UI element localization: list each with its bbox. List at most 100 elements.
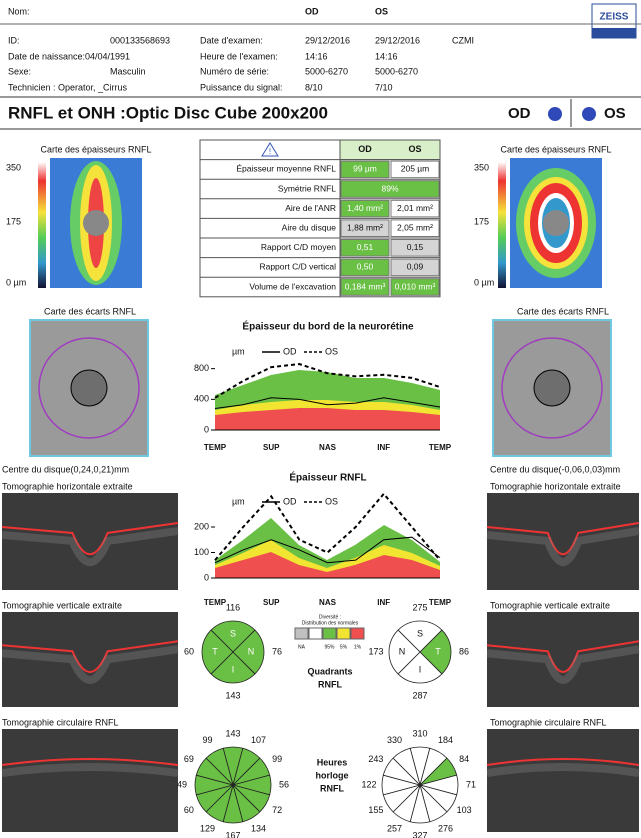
map-title: Carte des épaisseurs RNFL (500, 144, 611, 154)
scale-bar (498, 162, 506, 288)
oct-scan (487, 729, 639, 832)
sector-letter: S (417, 628, 423, 638)
scan-title: Tomographie verticale extraite (2, 600, 122, 610)
legend-box (295, 628, 308, 639)
legend-label: NA (298, 644, 306, 650)
sector-value: 276 (438, 824, 453, 834)
serial-label: Numéro de série: (200, 66, 269, 76)
disc-center: Centre du disque(0,24,0,21)mm (2, 464, 129, 474)
clock-title: RNFL (320, 783, 344, 793)
legend-label: 95% (324, 644, 335, 650)
unit-label: µm (232, 496, 245, 506)
os-dot (582, 107, 596, 121)
value: 0,184 mm³ (345, 281, 386, 291)
x-tick-label: NAS (319, 598, 337, 607)
sector-value: 71 (466, 779, 476, 789)
value: 0,51 (357, 242, 374, 252)
x-tick-label: TEMP (204, 598, 227, 607)
id-label: ID: (8, 35, 20, 45)
sector-value: 60 (184, 805, 194, 815)
sector-letter: I (232, 664, 235, 674)
signal-label: Puissance du signal: (200, 82, 283, 92)
sector-value: 60 (184, 646, 194, 656)
sector-value: 107 (251, 735, 266, 745)
scan-title: Tomographie verticale extraite (490, 600, 610, 610)
y-tick-label: 800 (194, 363, 209, 373)
row-label: Rapport C/D moyen (261, 242, 336, 252)
sector-value: 184 (438, 735, 453, 745)
scale-label: 175 (6, 216, 21, 226)
quadrants-title: RNFL (318, 679, 342, 689)
oct-scan (2, 493, 178, 590)
legend-label: 1% (354, 644, 362, 650)
legend-label: OD (283, 346, 297, 356)
value: 0,010 mm³ (395, 281, 436, 291)
value: 0,15 (407, 242, 424, 252)
legend-box (323, 628, 336, 639)
exam-time-od: 14:16 (305, 51, 328, 61)
scan-title: Tomographie circulaire RNFL (490, 717, 607, 727)
sector-letter: T (212, 646, 218, 656)
id: 000133568693 (110, 35, 170, 45)
page: Nom: OD OS ZEISS ID: 000133568693 Date d… (0, 0, 641, 838)
row-label: Volume de l'excavation (249, 281, 336, 291)
value: 205 µm (401, 164, 430, 174)
column-header: OD (358, 144, 372, 154)
technician: Technicien : Operator, _Cirrus (8, 82, 128, 92)
sector-letter: T (435, 646, 441, 656)
sector-value: 167 (225, 830, 240, 838)
birth: 04/04/1991 (85, 51, 130, 61)
warning-mark: ! (269, 147, 271, 156)
sector-value: 143 (225, 728, 240, 738)
x-tick-label: INF (377, 598, 390, 607)
sector-letter: S (230, 628, 236, 638)
quadrants-title: Quadrants (307, 666, 352, 676)
scale-bar (38, 162, 46, 288)
scale-label: 175 (474, 216, 489, 226)
sector-value: 243 (368, 754, 383, 764)
serial-od: 5000-6270 (305, 66, 348, 76)
sector-value: 99 (272, 754, 282, 764)
legend-box (351, 628, 364, 639)
sector-value: 173 (368, 646, 383, 656)
chart-title: Épaisseur RNFL (289, 471, 366, 484)
row-label: Aire du disque (282, 222, 337, 232)
sector-value: 330 (387, 735, 402, 745)
column-header: OS (408, 144, 421, 154)
value: 0,09 (407, 262, 424, 272)
legend-box (337, 628, 350, 639)
sector-letter: N (399, 646, 406, 656)
legend-label: OS (325, 346, 338, 356)
value: 2,05 mm² (397, 222, 433, 232)
sex: Masculin (110, 66, 146, 76)
scan-title: Tomographie horizontale extraite (490, 481, 621, 491)
sector-value: 155 (368, 805, 383, 815)
sector-value: 86 (459, 646, 469, 656)
sector-letter: N (248, 646, 255, 656)
name-label: Nom: (8, 6, 30, 16)
value: 89% (381, 183, 398, 193)
logo-band (592, 28, 636, 38)
exam-time-label: Heure de l'examen: (200, 51, 278, 61)
birth-label: Date de naissance: (8, 51, 85, 61)
sector-value: 143 (225, 690, 240, 700)
y-tick-label: 0 (204, 572, 209, 582)
sector-value: 103 (457, 805, 472, 815)
x-tick-label: SUP (263, 598, 280, 607)
sector-value: 275 (412, 602, 427, 612)
disc (83, 210, 109, 236)
site: CZMI (452, 35, 474, 45)
oct-scan (2, 729, 178, 832)
disc-outline (534, 370, 570, 406)
legend-box (309, 628, 322, 639)
exam-time-os: 14:16 (375, 51, 398, 61)
exam-date-os: 29/12/2016 (375, 35, 420, 45)
row-label: Symétrie RNFL (278, 183, 336, 193)
header-cell (340, 140, 440, 160)
map-title: Carte des écarts RNFL (517, 306, 609, 316)
sector-value: 257 (387, 824, 402, 834)
sector-value: 327 (412, 830, 427, 838)
row-label: Épaisseur moyenne RNFL (236, 164, 336, 174)
report: Nom: OD OS ZEISS ID: 000133568693 Date d… (0, 0, 641, 838)
sector-letter: I (419, 664, 422, 674)
